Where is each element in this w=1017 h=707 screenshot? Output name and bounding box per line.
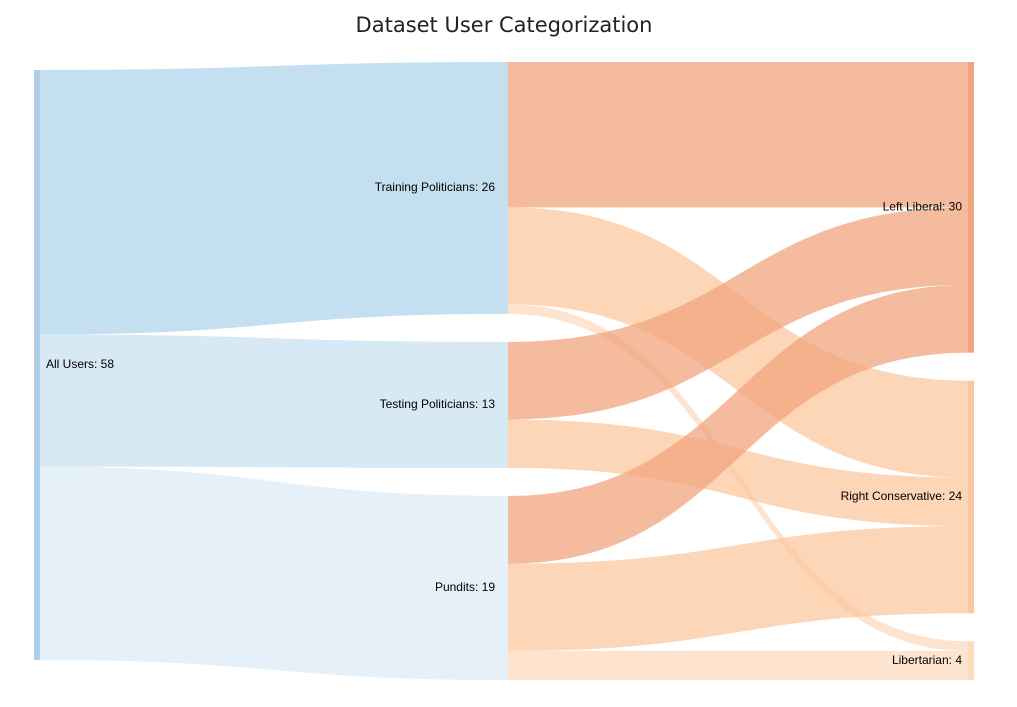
label-train: Training Politicians: 26 <box>375 180 496 194</box>
label-pundits: Pundits: 19 <box>435 580 495 594</box>
link-all-train <box>40 62 508 335</box>
link-all-test <box>40 334 508 468</box>
node-right <box>968 380 974 614</box>
link-pundits-right <box>508 526 968 651</box>
node-lib <box>968 641 974 680</box>
link-all-pundits <box>40 466 508 680</box>
link-pundits-lib <box>508 650 968 680</box>
label-left: Left Liberal: 30 <box>883 200 963 214</box>
link-test-right <box>508 419 968 527</box>
label-all: All Users: 58 <box>46 357 114 371</box>
link-train-left <box>508 62 968 208</box>
link-pundits-left <box>508 284 968 564</box>
link-test-left <box>508 207 968 420</box>
links <box>40 62 968 680</box>
node-all <box>34 70 40 660</box>
labels: All Users: 58 Training Politicians: 26 Tes… <box>46 180 962 667</box>
nodes <box>34 62 974 680</box>
node-left <box>968 62 974 353</box>
label-test: Testing Politicians: 13 <box>380 397 496 411</box>
label-lib: Libertarian: 4 <box>892 653 962 667</box>
chart-title: Dataset User Categorization <box>356 13 653 37</box>
label-right: Right Conservative: 24 <box>841 489 963 503</box>
